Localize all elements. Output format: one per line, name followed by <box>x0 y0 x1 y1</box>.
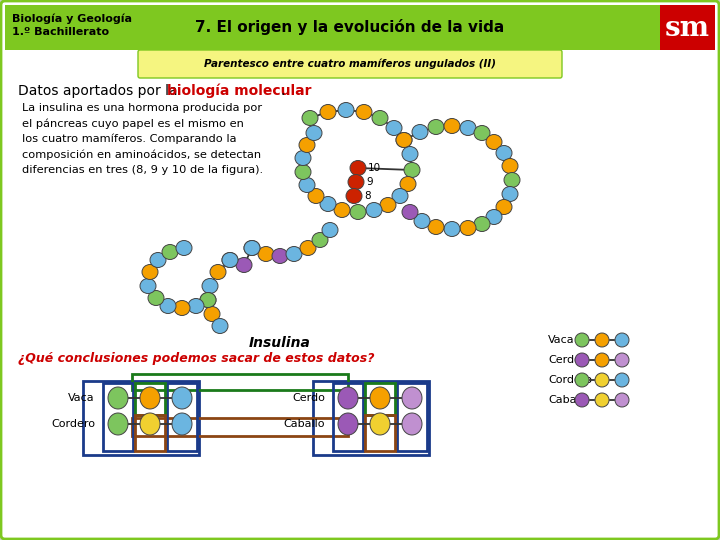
Ellipse shape <box>295 165 311 179</box>
Text: ¿Qué conclusiones podemos sacar de estos datos?: ¿Qué conclusiones podemos sacar de estos… <box>18 352 374 365</box>
Ellipse shape <box>148 291 164 306</box>
Ellipse shape <box>308 188 324 204</box>
Ellipse shape <box>428 119 444 134</box>
Ellipse shape <box>412 125 428 139</box>
Ellipse shape <box>372 111 388 125</box>
Ellipse shape <box>258 246 274 261</box>
Ellipse shape <box>302 111 318 125</box>
Ellipse shape <box>460 120 476 136</box>
Ellipse shape <box>299 178 315 192</box>
Ellipse shape <box>338 413 358 435</box>
Ellipse shape <box>346 188 362 204</box>
Ellipse shape <box>140 387 160 409</box>
Ellipse shape <box>244 240 260 255</box>
Ellipse shape <box>210 265 226 280</box>
Ellipse shape <box>142 265 158 280</box>
Ellipse shape <box>162 245 178 260</box>
Ellipse shape <box>320 105 336 119</box>
Text: 8: 8 <box>364 191 371 201</box>
Ellipse shape <box>486 134 502 150</box>
Text: Biología y Geología: Biología y Geología <box>12 14 132 24</box>
Ellipse shape <box>496 199 512 214</box>
Ellipse shape <box>222 253 238 267</box>
Ellipse shape <box>396 132 412 147</box>
Ellipse shape <box>402 387 422 409</box>
Text: sm: sm <box>665 15 709 42</box>
Text: .: . <box>280 84 284 98</box>
Ellipse shape <box>428 219 444 234</box>
Ellipse shape <box>380 198 396 213</box>
Ellipse shape <box>338 387 358 409</box>
Ellipse shape <box>108 413 128 435</box>
Ellipse shape <box>595 373 609 387</box>
Ellipse shape <box>444 118 460 133</box>
Text: 1.º Bachillerato: 1.º Bachillerato <box>12 27 109 37</box>
Ellipse shape <box>334 202 350 218</box>
Bar <box>5 5 715 50</box>
Ellipse shape <box>160 299 176 314</box>
Ellipse shape <box>575 393 589 407</box>
Ellipse shape <box>474 125 490 140</box>
Ellipse shape <box>306 125 322 140</box>
Ellipse shape <box>575 353 589 367</box>
Ellipse shape <box>350 205 366 219</box>
Ellipse shape <box>295 151 311 165</box>
Ellipse shape <box>356 105 372 119</box>
Text: Caballo: Caballo <box>284 419 325 429</box>
Ellipse shape <box>300 240 316 255</box>
Ellipse shape <box>350 160 366 176</box>
Ellipse shape <box>338 103 354 118</box>
Ellipse shape <box>348 174 364 190</box>
Text: Vaca: Vaca <box>68 393 95 403</box>
Ellipse shape <box>322 222 338 238</box>
Ellipse shape <box>615 373 629 387</box>
Ellipse shape <box>212 319 228 334</box>
Ellipse shape <box>414 213 430 228</box>
Text: Datos aportados por la: Datos aportados por la <box>18 84 182 98</box>
Ellipse shape <box>286 246 302 261</box>
Ellipse shape <box>400 177 416 192</box>
Ellipse shape <box>366 202 382 218</box>
Ellipse shape <box>575 373 589 387</box>
Ellipse shape <box>140 413 160 435</box>
Ellipse shape <box>312 233 328 247</box>
Ellipse shape <box>474 217 490 232</box>
Text: Cordero: Cordero <box>548 375 592 385</box>
Text: 9: 9 <box>366 177 373 187</box>
Text: 10: 10 <box>368 163 381 173</box>
Ellipse shape <box>595 353 609 367</box>
Text: 7. El origen y la evolución de la vida: 7. El origen y la evolución de la vida <box>195 19 505 35</box>
Ellipse shape <box>320 197 336 212</box>
Ellipse shape <box>496 145 512 160</box>
Bar <box>660 5 715 50</box>
Ellipse shape <box>200 293 216 307</box>
Text: Insulina: Insulina <box>249 336 311 350</box>
FancyBboxPatch shape <box>138 50 562 78</box>
Ellipse shape <box>386 120 402 136</box>
Ellipse shape <box>615 353 629 367</box>
Ellipse shape <box>615 333 629 347</box>
Ellipse shape <box>402 413 422 435</box>
Text: Cerdo: Cerdo <box>548 355 581 365</box>
Text: Cerdo: Cerdo <box>292 393 325 403</box>
Ellipse shape <box>172 413 192 435</box>
Ellipse shape <box>236 258 252 273</box>
Ellipse shape <box>595 333 609 347</box>
Ellipse shape <box>404 163 420 178</box>
Text: Parentesco entre cuatro mamíferos ungulados (II): Parentesco entre cuatro mamíferos ungula… <box>204 59 496 69</box>
Ellipse shape <box>502 186 518 201</box>
Ellipse shape <box>200 293 216 307</box>
Text: Cordero: Cordero <box>51 419 95 429</box>
Ellipse shape <box>222 253 238 267</box>
Ellipse shape <box>244 240 260 255</box>
Ellipse shape <box>402 205 418 219</box>
Ellipse shape <box>299 138 315 152</box>
Ellipse shape <box>204 307 220 321</box>
Ellipse shape <box>460 220 476 235</box>
Ellipse shape <box>202 279 218 294</box>
Ellipse shape <box>150 253 166 267</box>
Ellipse shape <box>272 248 288 264</box>
Ellipse shape <box>392 188 408 204</box>
Ellipse shape <box>174 300 190 315</box>
